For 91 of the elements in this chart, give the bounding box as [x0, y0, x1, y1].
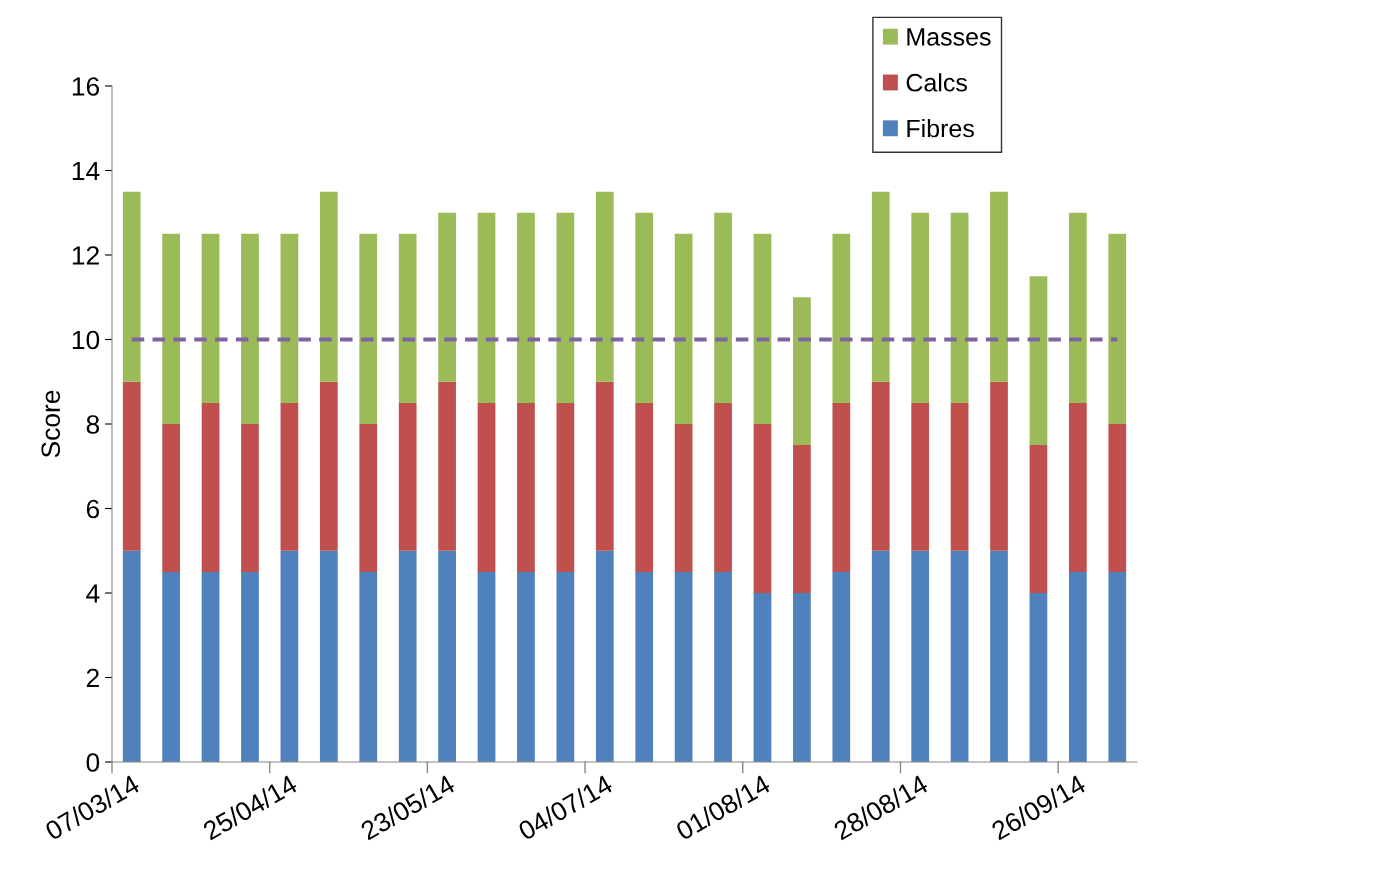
bar	[990, 191, 1008, 382]
bar	[990, 550, 1008, 762]
bar	[1108, 424, 1127, 572]
bar	[556, 402, 575, 572]
y-tick-label: 6	[86, 499, 100, 519]
bar	[162, 233, 180, 424]
bar	[1029, 445, 1048, 593]
bar	[398, 550, 417, 762]
bar	[1029, 276, 1048, 446]
bar	[122, 381, 141, 551]
bar	[871, 381, 890, 551]
y-tick-label: 4	[86, 584, 100, 603]
bar	[1069, 571, 1087, 762]
legend-label: Fibres	[907, 118, 974, 138]
y-tick-label: 2	[86, 668, 99, 688]
bar	[477, 402, 496, 572]
bar	[753, 593, 772, 762]
bar	[241, 571, 259, 762]
bar	[871, 191, 890, 382]
bar	[162, 424, 180, 572]
legend-label: Masses	[907, 28, 991, 46]
bar	[793, 297, 811, 446]
bar	[319, 381, 338, 551]
bar	[359, 571, 378, 762]
bar	[438, 550, 456, 762]
bar	[674, 424, 693, 572]
y-tick-label: 10	[72, 330, 100, 350]
bar	[319, 191, 338, 382]
bar	[398, 402, 417, 551]
bar	[950, 212, 969, 403]
bar	[635, 402, 654, 572]
bar	[950, 550, 969, 762]
bar	[517, 571, 535, 762]
legend-label: Calcs	[906, 73, 967, 92]
bar	[832, 402, 851, 572]
y-axis-title: Score	[41, 390, 61, 458]
bar	[122, 550, 141, 762]
bar	[201, 402, 220, 572]
bar	[674, 571, 693, 762]
bar	[280, 402, 299, 551]
bar	[201, 571, 220, 762]
bar	[319, 550, 338, 762]
bar	[241, 424, 259, 572]
bar	[438, 381, 456, 551]
bar	[753, 233, 772, 424]
bar	[517, 212, 535, 403]
y-tick-label: 8	[86, 415, 100, 434]
bar	[556, 212, 575, 403]
bar	[477, 571, 496, 762]
y-tick-label: 12	[72, 246, 99, 265]
bar	[714, 212, 732, 403]
bar	[871, 550, 890, 762]
bar	[1069, 402, 1087, 572]
bar	[122, 191, 141, 382]
bar	[359, 233, 378, 424]
bar	[714, 571, 732, 762]
bar	[1029, 593, 1048, 762]
bar	[556, 571, 575, 762]
bar	[595, 191, 614, 382]
bar	[714, 402, 732, 572]
bar	[359, 424, 378, 572]
bar	[241, 233, 259, 424]
bar	[201, 233, 220, 403]
bar	[990, 381, 1008, 551]
bar	[1108, 571, 1127, 762]
bar	[162, 571, 180, 762]
bar	[595, 550, 614, 762]
bar	[635, 571, 654, 762]
bar	[753, 424, 772, 593]
bar	[477, 212, 496, 403]
bar	[793, 445, 811, 593]
bar	[517, 402, 535, 572]
bar	[911, 550, 930, 762]
y-tick-label: 16	[72, 77, 100, 96]
y-tick-label: 14	[72, 161, 100, 181]
bar	[595, 381, 614, 551]
bar	[1108, 233, 1127, 424]
bar	[911, 212, 930, 403]
bar	[832, 571, 851, 762]
bar	[635, 212, 654, 403]
bar	[911, 402, 930, 551]
bar	[832, 233, 851, 403]
bar	[280, 233, 299, 403]
y-tick-label: 0	[86, 753, 100, 772]
bar	[398, 233, 417, 403]
bar	[280, 550, 299, 762]
bar	[674, 233, 693, 424]
bar	[438, 212, 456, 382]
bar	[950, 402, 969, 551]
bar	[793, 593, 811, 762]
bar	[1069, 212, 1087, 403]
